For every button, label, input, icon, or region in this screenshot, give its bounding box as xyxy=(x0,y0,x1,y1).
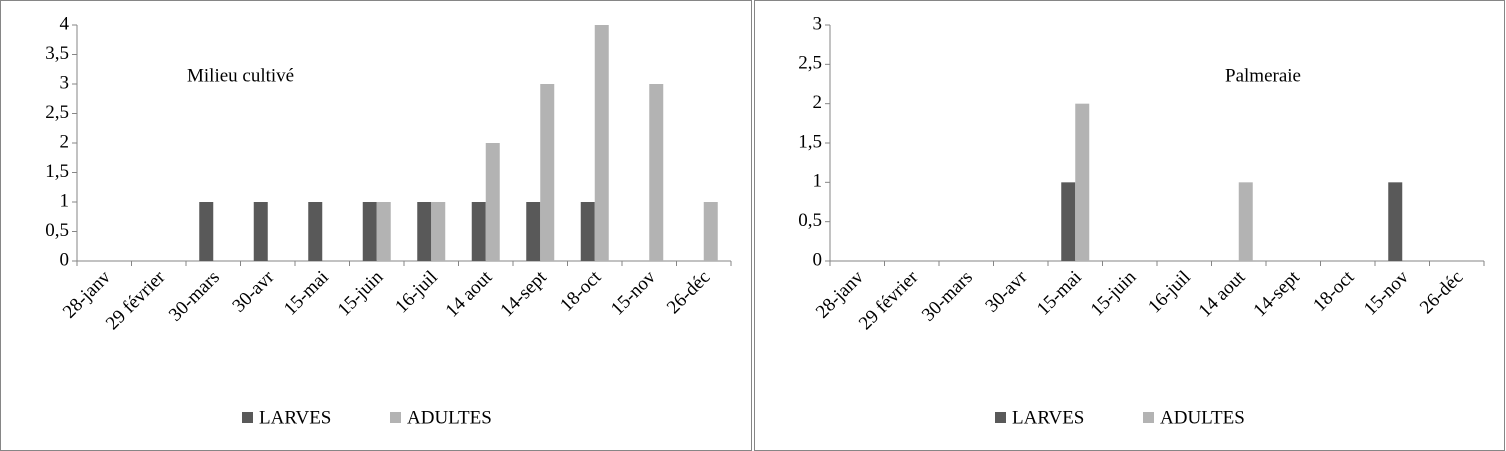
y-tick-label: 2 xyxy=(60,131,70,152)
bar xyxy=(594,25,609,261)
bar xyxy=(362,202,377,261)
bar xyxy=(580,202,595,261)
bar xyxy=(540,84,555,261)
legend-label: LARVES xyxy=(259,407,331,428)
legend-swatch xyxy=(1143,412,1154,423)
bar xyxy=(1061,182,1076,261)
y-tick-label: 1 xyxy=(813,171,823,192)
y-tick-label: 1,5 xyxy=(798,131,822,152)
bar xyxy=(649,84,664,261)
y-tick-label: 2,5 xyxy=(45,102,69,123)
bar xyxy=(1388,182,1403,261)
legend-label: ADULTES xyxy=(1160,407,1245,428)
legend-swatch xyxy=(995,412,1006,423)
y-tick-label: 0 xyxy=(60,249,70,270)
y-tick-label: 0,5 xyxy=(798,210,822,231)
legend-label: ADULTES xyxy=(407,407,492,428)
y-tick-label: 0 xyxy=(813,249,823,270)
y-tick-label: 2 xyxy=(813,92,823,113)
bar xyxy=(485,143,500,261)
y-tick-label: 3 xyxy=(813,13,823,34)
chart-title: Milieu cultivé xyxy=(187,65,294,86)
chart-title: Palmeraie xyxy=(1225,65,1301,86)
bar xyxy=(1238,182,1253,261)
bar xyxy=(1075,103,1090,262)
y-tick-label: 4 xyxy=(60,13,70,34)
panel-frame xyxy=(754,0,1505,451)
legend-swatch xyxy=(390,412,401,423)
y-tick-label: 0,5 xyxy=(45,220,69,241)
y-tick-label: 3,5 xyxy=(45,43,69,64)
bar xyxy=(471,202,486,261)
bar xyxy=(308,202,323,261)
y-tick-label: 2,5 xyxy=(798,53,822,74)
bar xyxy=(253,202,268,261)
y-tick-label: 1 xyxy=(60,190,70,211)
y-tick-label: 3 xyxy=(60,72,70,93)
bar xyxy=(376,202,391,261)
legend-label: LARVES xyxy=(1012,407,1084,428)
bar xyxy=(417,202,432,261)
bar xyxy=(703,202,718,261)
bar xyxy=(199,202,214,261)
bar xyxy=(526,202,541,261)
y-tick-label: 1,5 xyxy=(45,161,69,182)
legend-swatch xyxy=(242,412,253,423)
bar xyxy=(431,202,446,261)
